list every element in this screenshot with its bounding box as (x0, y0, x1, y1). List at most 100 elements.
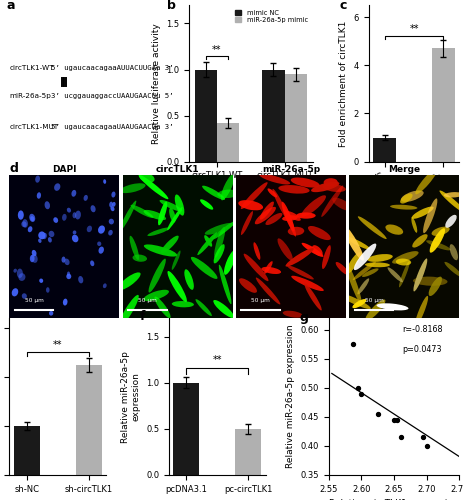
Ellipse shape (200, 200, 213, 209)
Ellipse shape (217, 190, 238, 198)
Text: circTLK1-MUT: circTLK1-MUT (9, 124, 58, 130)
Ellipse shape (144, 244, 177, 256)
Ellipse shape (285, 211, 300, 221)
Ellipse shape (147, 228, 169, 236)
Ellipse shape (64, 258, 69, 265)
Ellipse shape (18, 210, 24, 220)
Ellipse shape (332, 198, 351, 210)
Point (419, 434, 426, 442)
Bar (372, 138, 395, 162)
Ellipse shape (67, 208, 71, 212)
Ellipse shape (21, 222, 26, 227)
Ellipse shape (204, 235, 212, 246)
Ellipse shape (167, 207, 182, 231)
Text: **: ** (53, 340, 63, 349)
Ellipse shape (72, 212, 76, 218)
Ellipse shape (282, 215, 297, 221)
Ellipse shape (139, 173, 154, 182)
Point (373, 410, 381, 418)
Ellipse shape (44, 201, 50, 209)
Ellipse shape (438, 190, 463, 214)
Ellipse shape (130, 205, 153, 218)
Ellipse shape (411, 206, 433, 219)
Ellipse shape (285, 210, 295, 236)
Ellipse shape (322, 184, 345, 192)
Ellipse shape (109, 202, 113, 207)
Ellipse shape (73, 230, 76, 234)
Ellipse shape (31, 250, 37, 256)
Ellipse shape (138, 175, 168, 199)
Ellipse shape (78, 276, 83, 283)
Point (396, 434, 403, 442)
Ellipse shape (108, 218, 114, 224)
Ellipse shape (90, 205, 95, 212)
Text: b: b (167, 0, 175, 12)
Ellipse shape (54, 184, 60, 191)
Ellipse shape (281, 202, 294, 232)
Ellipse shape (345, 252, 360, 274)
Ellipse shape (411, 234, 427, 247)
Ellipse shape (376, 304, 407, 310)
Ellipse shape (197, 232, 217, 255)
Ellipse shape (411, 218, 416, 233)
Ellipse shape (295, 212, 315, 218)
Ellipse shape (30, 255, 34, 262)
Ellipse shape (103, 284, 106, 288)
Text: miR-26a-5p: miR-26a-5p (9, 93, 51, 99)
Ellipse shape (253, 242, 260, 260)
Ellipse shape (389, 204, 417, 210)
Ellipse shape (345, 236, 369, 250)
Ellipse shape (22, 219, 28, 228)
Ellipse shape (38, 238, 42, 243)
Ellipse shape (30, 216, 34, 221)
Ellipse shape (444, 262, 462, 277)
Ellipse shape (219, 264, 231, 304)
Ellipse shape (119, 184, 145, 193)
Ellipse shape (220, 174, 234, 201)
Ellipse shape (132, 254, 147, 262)
Text: 50 μm: 50 μm (251, 298, 269, 302)
Text: 5’ ugaucaacagaaUAAUGAACUa 3’: 5’ ugaucaacagaaUAAUGAACUa 3’ (51, 124, 174, 130)
Ellipse shape (111, 192, 115, 198)
Ellipse shape (399, 194, 412, 203)
Ellipse shape (238, 278, 257, 293)
Ellipse shape (171, 250, 180, 270)
Ellipse shape (224, 250, 236, 275)
Ellipse shape (300, 195, 325, 216)
Ellipse shape (243, 254, 268, 281)
Bar (235, 429, 261, 475)
Bar (75, 365, 101, 475)
Bar (194, 70, 217, 162)
Ellipse shape (29, 214, 35, 222)
Ellipse shape (259, 202, 273, 220)
Bar (262, 70, 284, 162)
Ellipse shape (169, 208, 175, 222)
Ellipse shape (422, 198, 437, 233)
Ellipse shape (214, 226, 225, 258)
Ellipse shape (28, 226, 32, 232)
Ellipse shape (387, 268, 402, 282)
Ellipse shape (320, 186, 343, 217)
Ellipse shape (108, 230, 113, 235)
Ellipse shape (364, 262, 389, 268)
Ellipse shape (259, 174, 289, 184)
Ellipse shape (112, 202, 115, 207)
Ellipse shape (119, 200, 136, 232)
Ellipse shape (98, 226, 105, 234)
Ellipse shape (267, 188, 276, 198)
Text: circTLK1-WT: circTLK1-WT (9, 64, 54, 70)
Ellipse shape (167, 271, 187, 302)
Ellipse shape (17, 268, 23, 278)
Ellipse shape (444, 215, 456, 228)
Point (393, 416, 400, 424)
Ellipse shape (265, 213, 282, 225)
Ellipse shape (53, 217, 58, 223)
Ellipse shape (35, 176, 40, 182)
Ellipse shape (98, 246, 104, 254)
Y-axis label: Relative miR-26a-5p expression: Relative miR-26a-5p expression (285, 325, 294, 468)
Ellipse shape (42, 233, 47, 239)
Ellipse shape (255, 278, 280, 304)
Ellipse shape (400, 190, 423, 202)
Ellipse shape (335, 262, 348, 275)
Ellipse shape (345, 262, 361, 304)
